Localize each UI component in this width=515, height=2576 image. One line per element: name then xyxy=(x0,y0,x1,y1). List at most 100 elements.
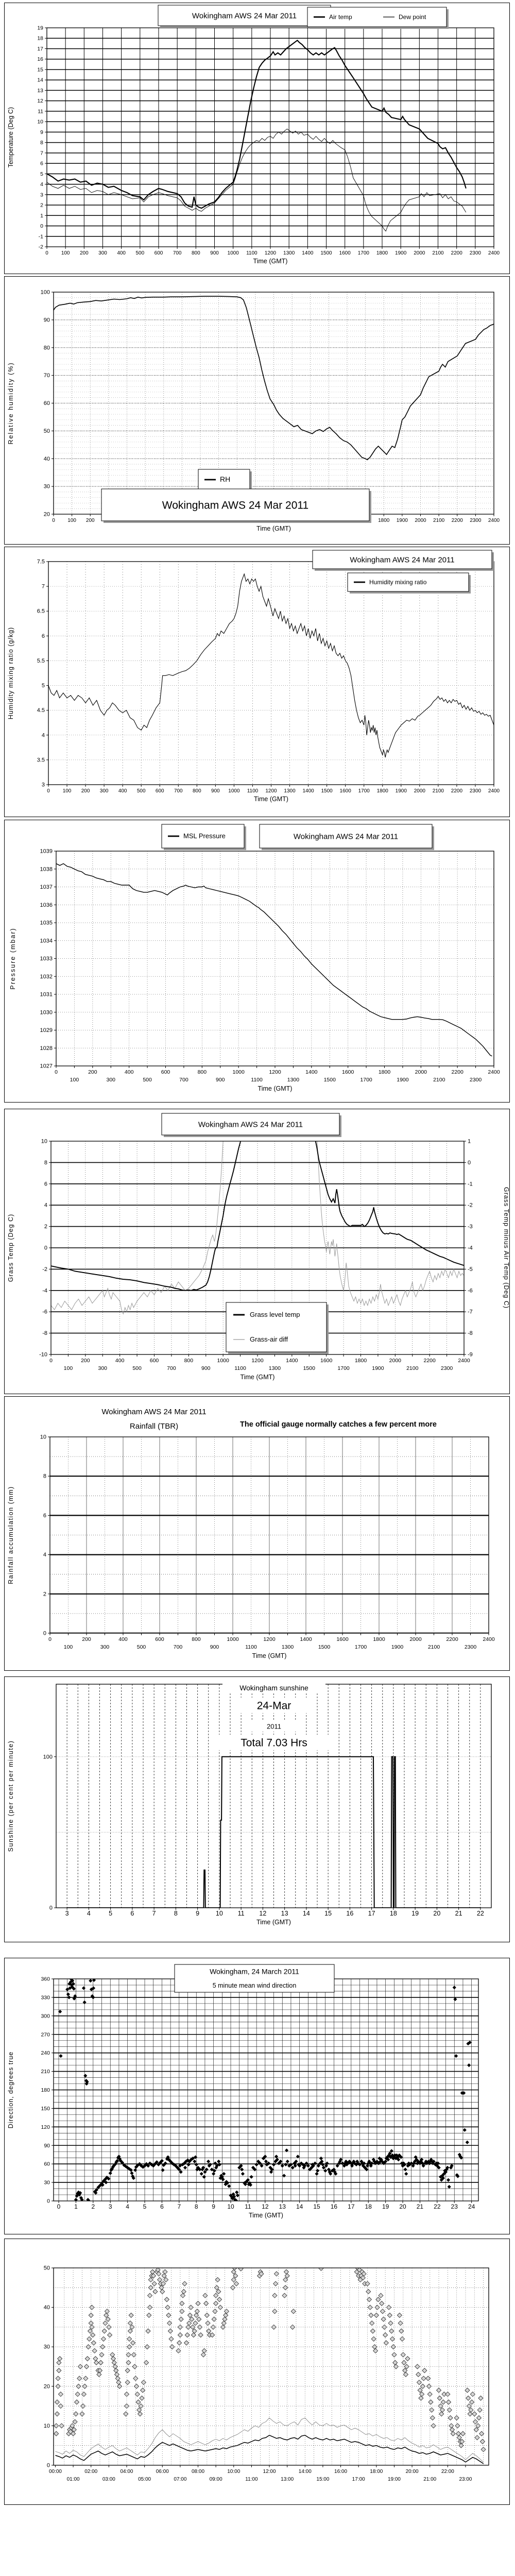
data-point xyxy=(405,2356,410,2362)
chart-date-box: 24-Mar xyxy=(238,1698,310,1713)
data-point xyxy=(81,2392,87,2397)
axis-label: 0 xyxy=(468,1160,471,1166)
axis-label: 01:00 xyxy=(67,2477,80,2482)
data-point xyxy=(139,2164,143,2168)
series-group-mixing-ratio xyxy=(48,573,494,758)
data-point xyxy=(391,2156,396,2160)
axis-label: 12:00 xyxy=(263,2469,276,2475)
data-point xyxy=(447,2407,452,2413)
data-point xyxy=(375,2297,381,2302)
axis-label: 800 xyxy=(193,788,201,794)
axis-label: 100 xyxy=(43,1754,53,1760)
data-point xyxy=(271,2324,277,2330)
axis-label: 20 xyxy=(399,2203,406,2210)
data-point xyxy=(290,2309,296,2314)
axis-label: 1800 xyxy=(377,788,389,794)
data-point xyxy=(169,2344,175,2350)
axis-label: 1 xyxy=(40,213,43,219)
axis-label: 5 xyxy=(143,2203,147,2210)
data-point xyxy=(269,2170,273,2174)
legend-label: Dew point xyxy=(399,13,426,21)
axis-label: -3 xyxy=(468,1224,473,1230)
axis-label: 1031 xyxy=(40,992,53,998)
axis-label: 300 xyxy=(98,1365,107,1371)
axis-label: 500 xyxy=(143,1077,152,1083)
data-point xyxy=(399,2328,404,2334)
data-point xyxy=(130,2171,134,2175)
box-text: 24-Mar xyxy=(257,1700,291,1711)
grid-wind-direction xyxy=(54,1979,478,2201)
data-point xyxy=(73,1994,77,1998)
axis-label: 3 xyxy=(109,2203,112,2210)
data-point xyxy=(115,2376,121,2381)
series-line-grass xyxy=(51,1141,464,1291)
data-point xyxy=(167,2328,173,2334)
axis-label: -2 xyxy=(468,1202,473,1209)
data-point xyxy=(222,2316,228,2322)
data-point xyxy=(80,2198,84,2201)
axis-label: 700 xyxy=(174,788,183,794)
data-point xyxy=(198,2332,203,2338)
data-point xyxy=(80,2403,86,2409)
data-point xyxy=(167,2158,171,2162)
axis-label: 1900 xyxy=(372,1365,384,1371)
axis-label: 100 xyxy=(67,518,76,523)
data-point xyxy=(144,2344,150,2350)
data-point xyxy=(460,2431,466,2436)
axis-label: 100 xyxy=(61,250,70,256)
data-point xyxy=(403,2371,409,2377)
axis-label: 4 xyxy=(44,1202,47,1209)
data-point xyxy=(416,2371,421,2377)
data-point xyxy=(401,2360,407,2365)
data-point xyxy=(201,2348,207,2353)
axis-label: 100 xyxy=(70,1077,79,1083)
data-point xyxy=(454,2054,458,2058)
axis-label: 600 xyxy=(154,250,163,256)
data-point xyxy=(465,2140,469,2144)
axis-label: 1035 xyxy=(40,920,53,926)
data-point xyxy=(124,2392,130,2397)
data-point xyxy=(437,2395,442,2401)
data-point xyxy=(379,2300,385,2307)
data-point xyxy=(397,2158,401,2162)
data-point xyxy=(273,2281,279,2286)
data-point xyxy=(104,2309,110,2314)
data-point xyxy=(220,2324,226,2330)
axes-wind-direction: 0 1 2 3 4 5 6 7 8 9 10 11 12 13 14 15 16 17 18 19 20 21 22 23 24… xyxy=(7,1976,475,2219)
axis-label: 2 xyxy=(91,2203,95,2210)
data-point xyxy=(76,2192,80,2196)
axis-label: 0 xyxy=(49,1905,53,1911)
data-point xyxy=(203,2170,207,2174)
y-axis-title: Grass Temp (Deg C) xyxy=(7,1214,14,1282)
axis-label: 5 xyxy=(42,683,45,689)
axis-label: 1400 xyxy=(302,788,314,794)
data-point xyxy=(163,2277,169,2283)
axis-label: 2000 xyxy=(415,1069,427,1075)
data-point xyxy=(150,2273,156,2279)
data-point xyxy=(81,1986,86,1990)
data-point xyxy=(178,2164,182,2168)
y-axis-title: Sunshine (per cent per minute) xyxy=(7,1740,14,1852)
data-point xyxy=(335,2164,339,2168)
temperature-chart: 0 100 200 300 400 500 600 700 800 900 1000 1100 1200… xyxy=(7,5,500,265)
data-point xyxy=(468,2407,474,2413)
axis-label: 24 xyxy=(468,2203,475,2210)
axis-label: 1000 xyxy=(232,1069,245,1075)
axis-label: 18:00 xyxy=(370,2469,383,2475)
data-point xyxy=(144,2360,149,2365)
data-point xyxy=(472,2419,478,2425)
plot-border-wind-speed xyxy=(53,2267,489,2466)
data-point xyxy=(104,2312,109,2318)
data-point xyxy=(235,2190,239,2194)
axis-label: 1300 xyxy=(269,1365,281,1371)
data-point xyxy=(261,2156,266,2160)
axis-label: 200 xyxy=(86,518,95,523)
axis-label: 1300 xyxy=(287,1077,300,1083)
chart-title-box: Wokingham sunshine xyxy=(222,1682,325,1693)
data-point xyxy=(289,2324,296,2330)
axis-label: 100 xyxy=(41,290,50,296)
axis-label: 1900 xyxy=(396,788,407,794)
data-point xyxy=(356,2268,362,2273)
data-point xyxy=(439,2407,445,2413)
data-point xyxy=(58,2403,63,2409)
